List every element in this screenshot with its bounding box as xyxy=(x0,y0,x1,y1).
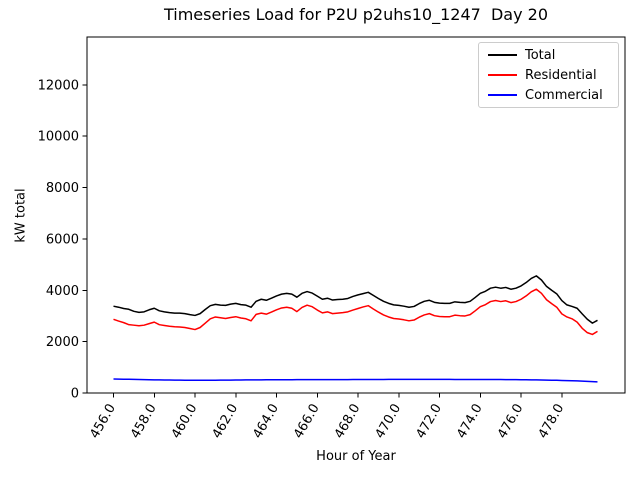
plot-area xyxy=(86,36,626,394)
y-tick-label: 2000 xyxy=(46,335,79,350)
x-tick-label: 460.0 xyxy=(169,402,201,442)
y-tick-label: 8000 xyxy=(46,181,79,196)
x-tick-label: 478.0 xyxy=(536,402,568,442)
commercial-line xyxy=(113,378,598,383)
x-tick-label: 472.0 xyxy=(413,402,445,442)
y-tick-label: 0 xyxy=(71,387,79,402)
commercial-line-swatch xyxy=(488,94,517,96)
total-line-swatch xyxy=(488,54,517,56)
total-line xyxy=(113,275,598,324)
x-tick-label: 462.0 xyxy=(210,402,242,442)
y-axis-label: kW total xyxy=(13,188,29,243)
x-axis-label: Hour of Year xyxy=(316,449,396,464)
y-tick-label: 6000 xyxy=(46,232,79,247)
legend-item-residential: Residential xyxy=(479,65,618,85)
y-tick-label: 12000 xyxy=(38,78,79,93)
residential-line xyxy=(113,288,598,336)
y-tick-label: 10000 xyxy=(38,130,79,145)
legend-item-commercial: Commercial xyxy=(479,85,618,105)
y-tick-label: 4000 xyxy=(46,284,79,299)
x-tick-label: 466.0 xyxy=(291,402,323,442)
chart-title: Timeseries Load for P2U p2uhs10_1247 Day… xyxy=(163,5,549,24)
residential-line-swatch xyxy=(488,74,517,76)
x-tick-label: 458.0 xyxy=(128,402,160,442)
x-tick-label: 464.0 xyxy=(250,402,282,442)
x-tick-label: 470.0 xyxy=(373,402,405,442)
legend-label-total: Total xyxy=(525,47,556,63)
legend-item-total: Total xyxy=(479,45,618,65)
legend-label-commercial: Commercial xyxy=(525,87,603,103)
x-tick-label: 456.0 xyxy=(87,402,119,442)
x-tick-label: 476.0 xyxy=(495,402,527,442)
legend: Total Residential Commercial xyxy=(478,42,619,108)
x-tick-label: 474.0 xyxy=(454,402,486,442)
legend-label-residential: Residential xyxy=(525,67,597,83)
x-tick-label: 468.0 xyxy=(332,402,364,442)
